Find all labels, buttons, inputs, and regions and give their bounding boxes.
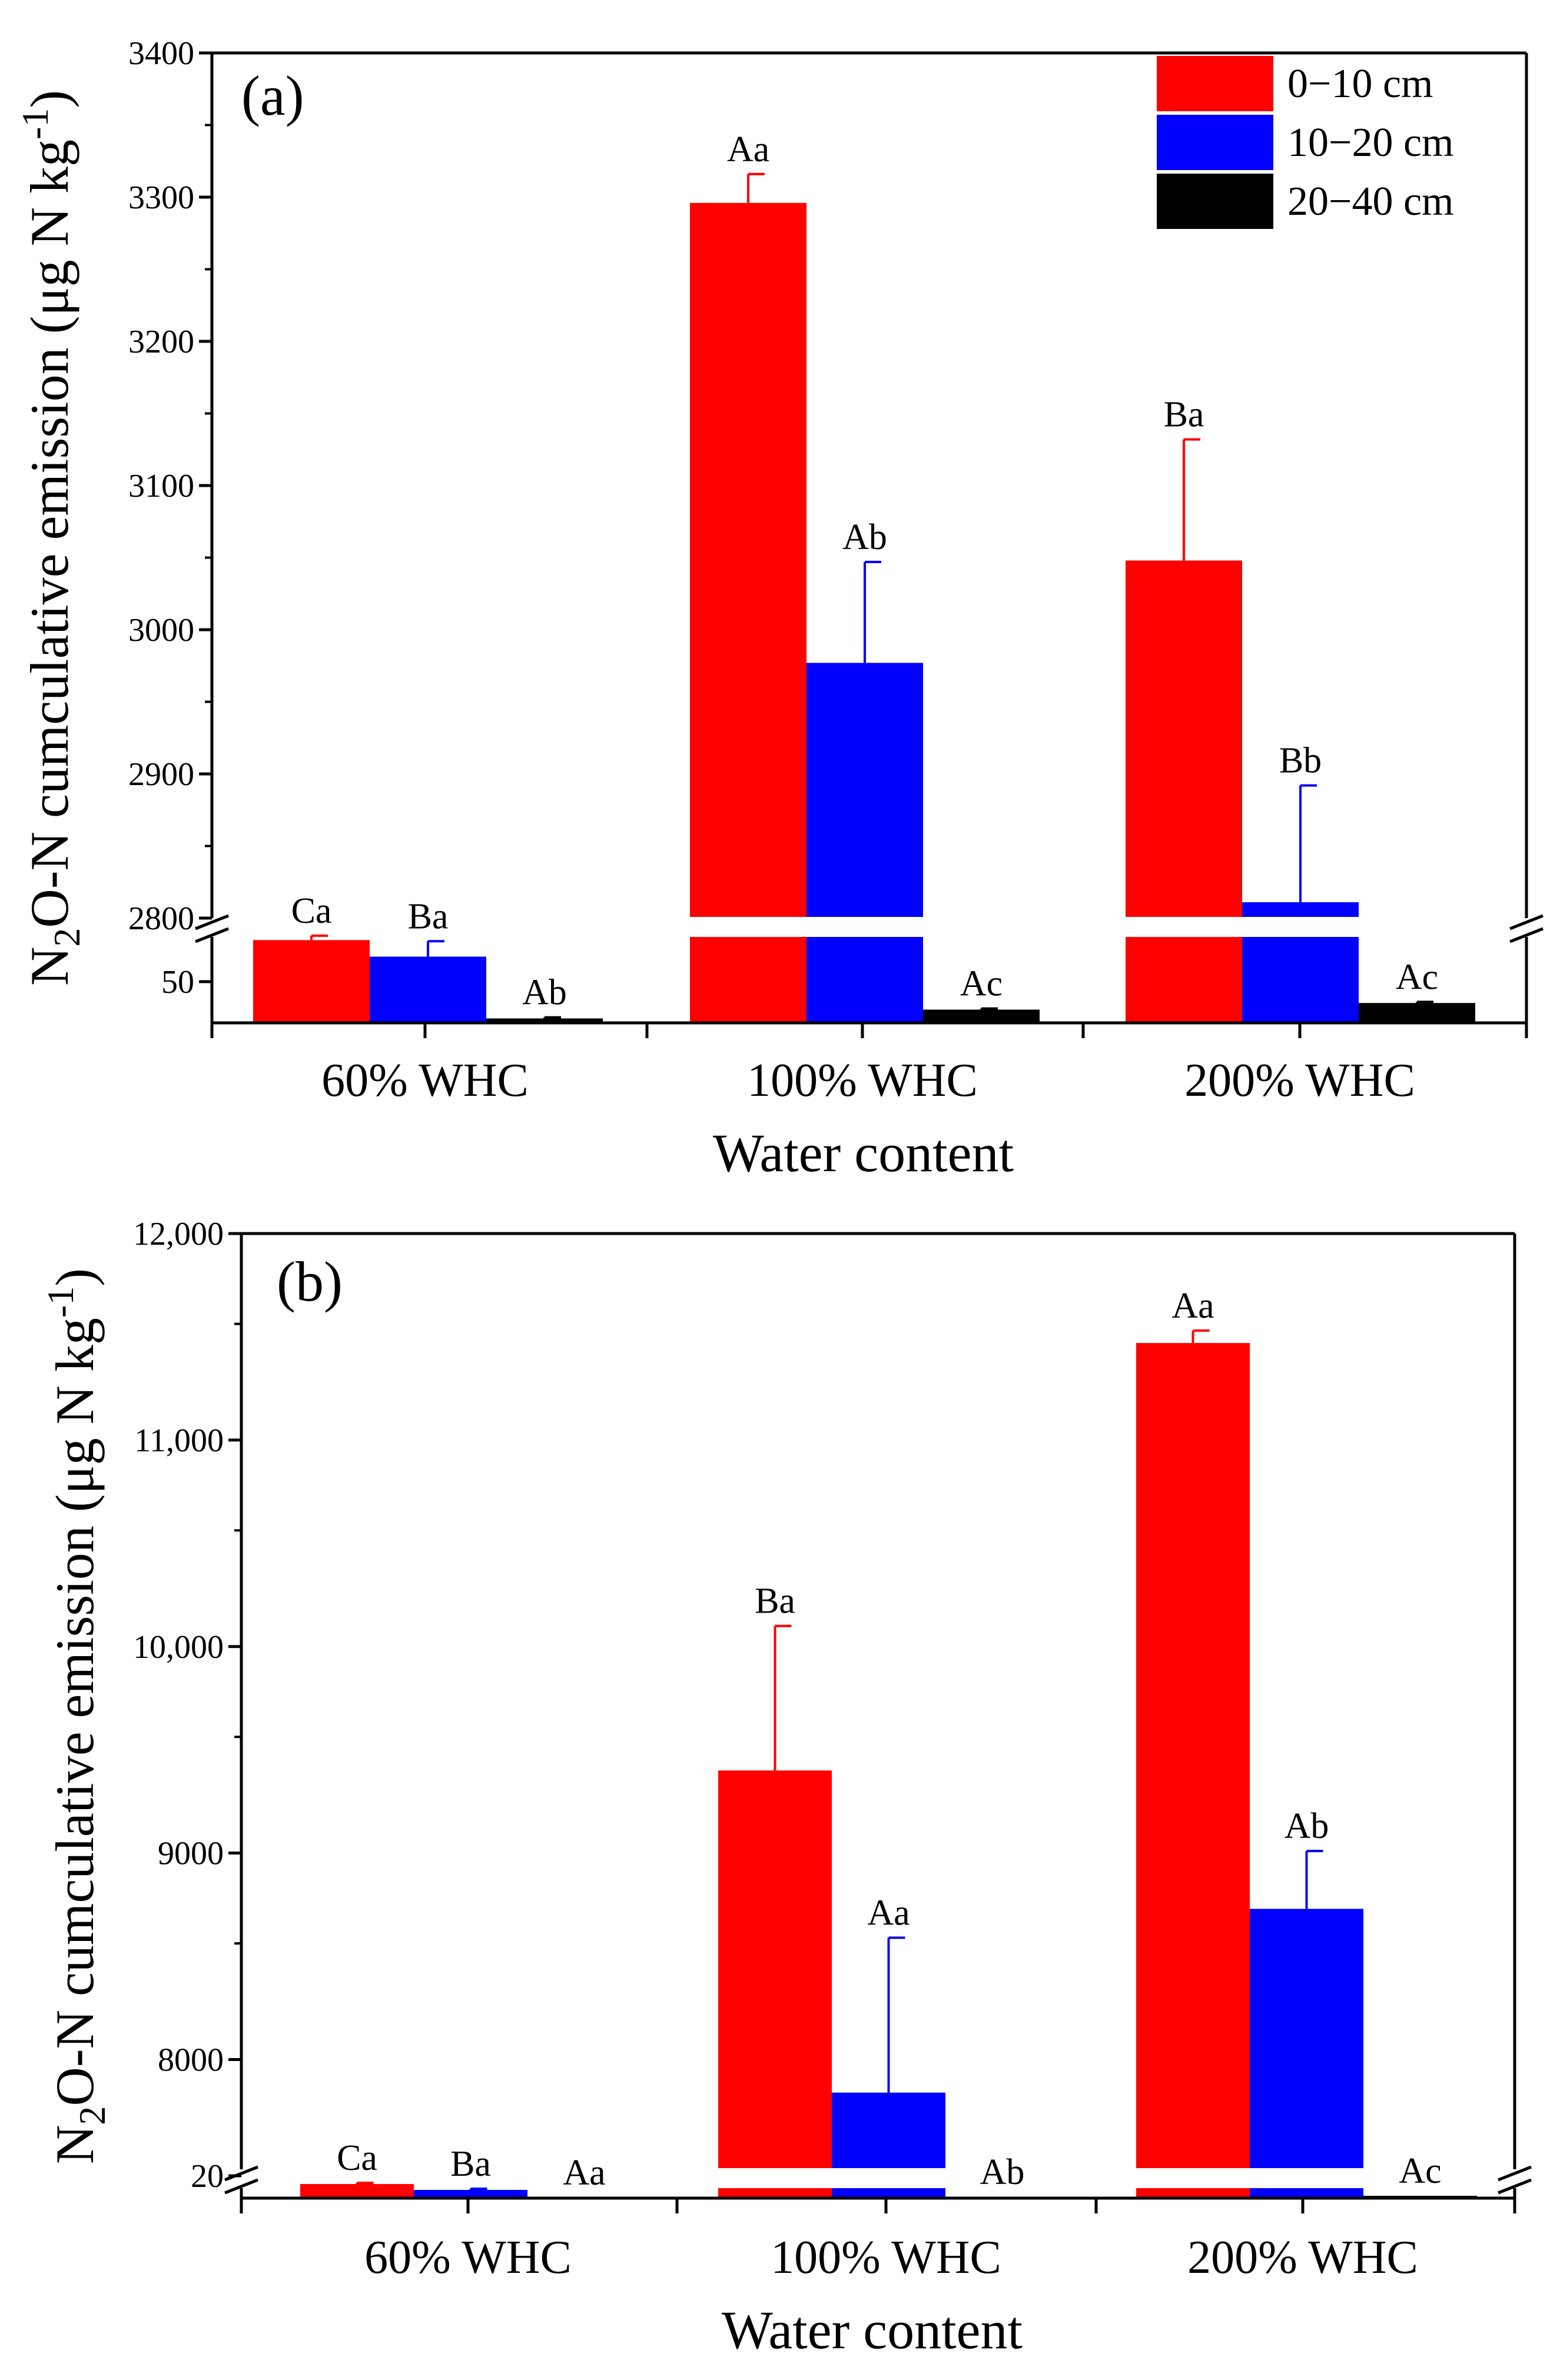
axis-break-mark bbox=[1498, 2178, 1532, 2195]
y-tick-label: 50 bbox=[161, 964, 194, 1000]
significance-label: Ac bbox=[1399, 2151, 1441, 2191]
bar-1-2 bbox=[690, 202, 806, 1023]
significance-label: Aa bbox=[867, 1893, 910, 1933]
significance-label: Ac bbox=[960, 964, 1003, 1004]
bar-1-3 bbox=[1136, 1342, 1250, 2198]
y-tick-label: 3200 bbox=[128, 324, 194, 360]
legend-label: 10−20 cm bbox=[1287, 120, 1454, 165]
significance-label: Aa bbox=[563, 2153, 605, 2193]
bar-3-3 bbox=[1359, 1003, 1475, 1023]
bar-3-1 bbox=[486, 1018, 603, 1023]
bar-2-1 bbox=[370, 956, 486, 1023]
significance-label: Ba bbox=[755, 1581, 795, 1621]
axis-break-mark bbox=[1498, 2165, 1532, 2182]
y-tick-label: 11,000 bbox=[134, 1422, 224, 1459]
y-axis-title-pre: N bbox=[19, 947, 79, 986]
panel-label: (b) bbox=[277, 1250, 343, 1313]
significance-label: Aa bbox=[727, 129, 769, 169]
significance-label: Aa bbox=[1171, 1286, 1214, 1326]
significance-label: Ca bbox=[337, 2138, 377, 2178]
bar-1-1 bbox=[300, 2184, 414, 2198]
significance-label: Ab bbox=[1285, 1806, 1329, 1846]
significance-label: Bb bbox=[1279, 741, 1322, 781]
bar-3-2 bbox=[923, 1009, 1040, 1023]
legend-label: 20−40 cm bbox=[1287, 179, 1454, 224]
x-category-label: 200% WHC bbox=[1184, 1055, 1415, 1106]
axis-break-gap bbox=[1125, 917, 1243, 937]
y-axis-title-mid: O-N cumculative emission (μg N kg bbox=[19, 139, 79, 928]
y-axis-title-sub: 2 bbox=[46, 928, 88, 947]
y-tick-label: 2900 bbox=[128, 756, 194, 793]
axis-break-gap bbox=[689, 917, 807, 937]
y-axis-title-pre: N bbox=[45, 2125, 105, 2164]
axis-break-mark bbox=[1509, 927, 1544, 943]
x-axis-title: Water content bbox=[722, 2300, 1023, 2360]
y-tick-label: 9000 bbox=[158, 1836, 224, 1872]
axis-break-mark bbox=[195, 914, 229, 930]
y-tick-label: 12,000 bbox=[133, 1216, 224, 1252]
x-category-label: 100% WHC bbox=[771, 2232, 1001, 2283]
y-tick-label: 10,000 bbox=[133, 1629, 224, 1666]
x-axis-title: Water content bbox=[713, 1123, 1014, 1183]
bar-2-2 bbox=[806, 663, 923, 1023]
x-category-label: 60% WHC bbox=[364, 2232, 572, 2283]
axis-break-gap bbox=[718, 2168, 832, 2188]
y-axis-title-post: ) bbox=[19, 90, 79, 108]
significance-label: Ac bbox=[1396, 957, 1438, 997]
axis-break-mark bbox=[1509, 914, 1544, 930]
axis-break-gap bbox=[1136, 2168, 1250, 2188]
bar-2-1 bbox=[414, 2190, 527, 2198]
significance-label: Ca bbox=[291, 891, 332, 931]
axis-break-mark bbox=[224, 2165, 258, 2182]
bar-1-1 bbox=[253, 940, 370, 1023]
y-axis-title-sub: 2 bbox=[71, 2106, 113, 2125]
legend-swatch-3 bbox=[1157, 174, 1273, 229]
x-category-label: 200% WHC bbox=[1187, 2232, 1418, 2283]
y-tick-label: 3100 bbox=[128, 468, 194, 504]
x-category-label: 100% WHC bbox=[747, 1055, 978, 1106]
axis-break-mark bbox=[224, 2178, 258, 2195]
legend-label: 0−10 cm bbox=[1287, 61, 1433, 107]
bar-1-3 bbox=[1126, 560, 1242, 1023]
y-axis-title: N2O-N cumculative emission (μg N kg-1) bbox=[14, 90, 88, 986]
panel-label: (a) bbox=[241, 64, 304, 127]
y-tick-label: 3000 bbox=[128, 612, 194, 649]
panel-a-chart: Ca Aa Ba Ba Ab Bb Ab Ac Ac 2800 2900 3000 3100 3200 33… bbox=[14, 35, 1544, 1183]
axis-break-gap bbox=[831, 2168, 946, 2188]
significance-label: Ab bbox=[980, 2152, 1025, 2192]
panel-b-chart: Ca Ba Aa Ba Aa Ab Aa Ab Ac 8000 9000 10,000 11,000 12… bbox=[39, 1216, 1532, 2360]
axis-break-gap bbox=[1242, 917, 1359, 937]
axis-break-gap bbox=[806, 917, 924, 937]
y-axis-title-sup: -1 bbox=[14, 108, 56, 139]
y-axis-title-sup: -1 bbox=[39, 1287, 81, 1318]
bar-2-3 bbox=[1250, 1909, 1363, 2198]
axis-break-mark bbox=[195, 927, 229, 943]
significance-label: Ba bbox=[408, 896, 449, 936]
significance-label: Ab bbox=[522, 973, 567, 1013]
y-tick-label: 2800 bbox=[128, 900, 194, 937]
significance-label: Ab bbox=[842, 517, 887, 557]
axis-break-gap bbox=[1249, 2168, 1364, 2188]
legend-swatch-1 bbox=[1157, 56, 1273, 111]
legend-swatch-2 bbox=[1157, 115, 1273, 170]
y-axis-title: N2O-N cumculative emission (μg N kg-1) bbox=[39, 1268, 113, 2164]
y-axis-title-mid: O-N cumculative emission (μg N kg bbox=[45, 1318, 105, 2106]
y-tick-label: 3400 bbox=[128, 35, 194, 72]
y-tick-label: 3300 bbox=[128, 180, 194, 216]
bar-1-2 bbox=[718, 1770, 832, 2198]
x-category-label: 60% WHC bbox=[321, 1055, 529, 1106]
significance-label: Ba bbox=[450, 2144, 491, 2184]
y-tick-label: 8000 bbox=[158, 2042, 224, 2079]
y-tick-label: 20 bbox=[191, 2158, 224, 2195]
significance-label: Ba bbox=[1164, 395, 1204, 435]
y-axis-title-post: ) bbox=[45, 1268, 105, 1287]
